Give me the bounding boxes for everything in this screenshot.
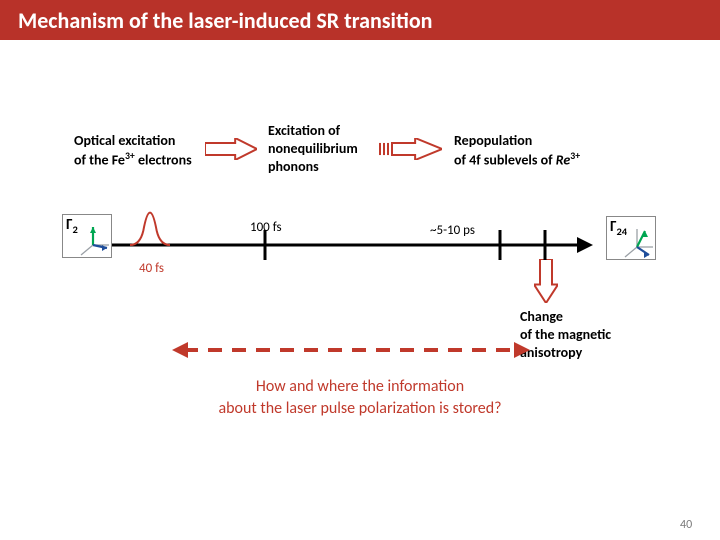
question-text: How and where the informationabout the l… xyxy=(190,376,530,421)
dashed-double-arrow xyxy=(0,0,720,540)
